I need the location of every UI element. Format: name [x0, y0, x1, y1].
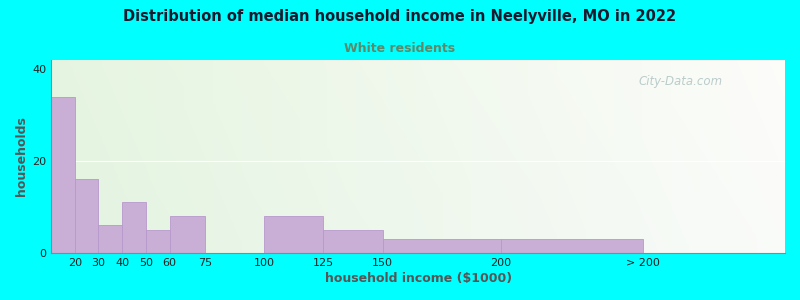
- Text: City-Data.com: City-Data.com: [638, 75, 722, 88]
- Text: White residents: White residents: [345, 42, 455, 55]
- Bar: [75, 179, 98, 253]
- Bar: [382, 239, 501, 253]
- Bar: [264, 216, 323, 253]
- Bar: [170, 216, 205, 253]
- Bar: [51, 97, 75, 253]
- Y-axis label: households: households: [15, 116, 28, 196]
- Text: Distribution of median household income in Neelyville, MO in 2022: Distribution of median household income …: [123, 9, 677, 24]
- X-axis label: household income ($1000): household income ($1000): [325, 272, 512, 285]
- Bar: [122, 202, 146, 253]
- Bar: [323, 230, 382, 253]
- Bar: [146, 230, 170, 253]
- Bar: [98, 225, 122, 253]
- Bar: [501, 239, 643, 253]
